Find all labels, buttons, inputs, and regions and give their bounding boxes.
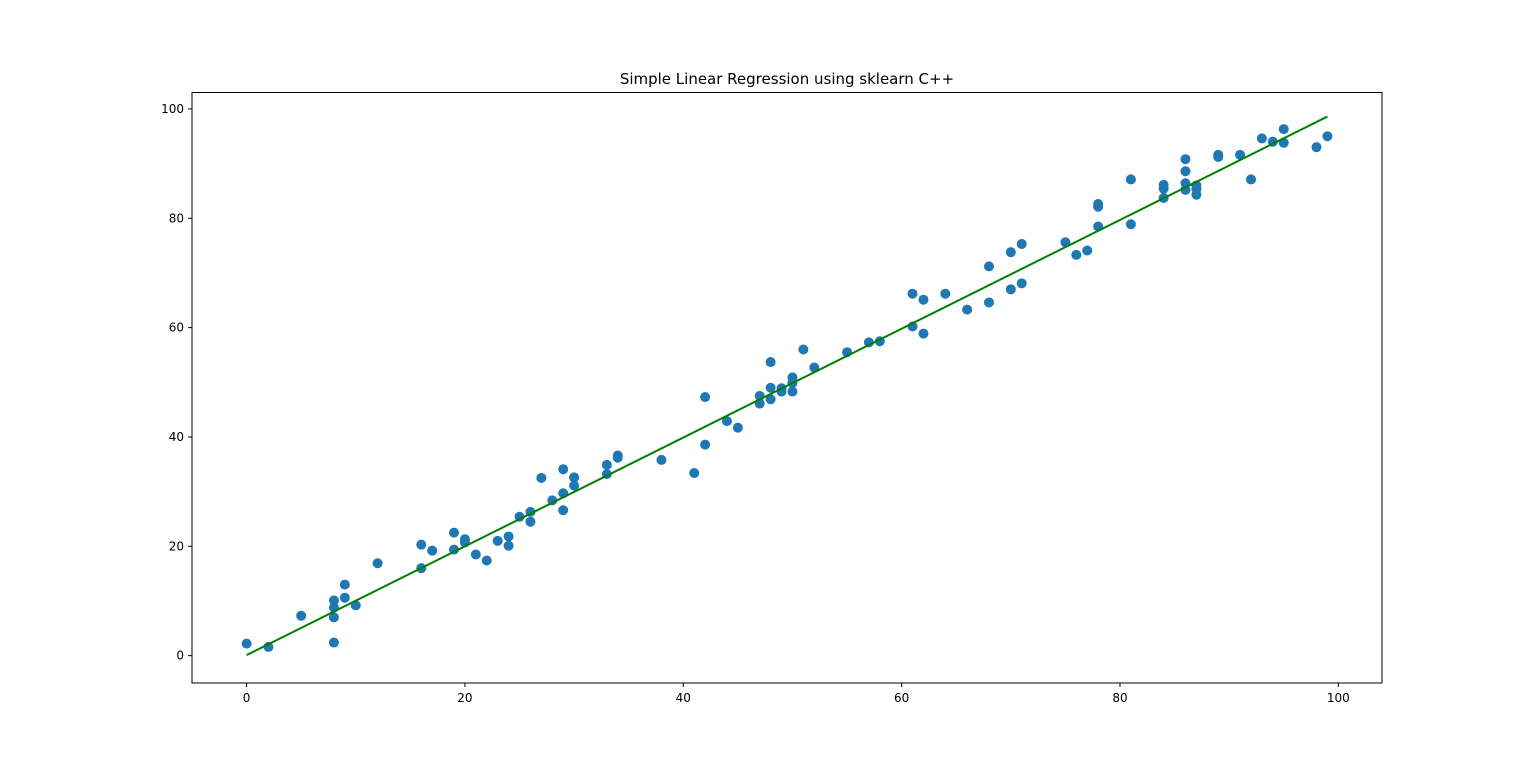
scatter-point [1278,124,1289,135]
scatter-point [612,452,623,463]
scatter-point [427,545,438,556]
scatter-point [416,539,427,550]
scatter-point [449,527,460,538]
scatter-point [907,288,918,299]
scatter-point [700,439,711,450]
scatter-point [569,472,580,483]
scatter-point [765,382,776,393]
scatter-point [1235,149,1246,160]
scatter-point [1180,184,1191,195]
scatter-point [339,579,350,590]
x-axis: 0 20 40 60 80 100 [243,683,1350,705]
scatter-point [328,612,339,623]
scatter-point [765,357,776,368]
chart-title: Simple Linear Regression using sklearn C… [620,70,954,88]
scatter-point [721,416,732,427]
scatter-point [525,516,536,527]
scatter-point [470,549,481,560]
scatter-point [1256,133,1267,144]
scatter-point [732,422,743,433]
scatter-point [1005,247,1016,258]
scatter-point [918,328,929,339]
scatter-point [241,638,252,649]
scatter-point [1213,152,1224,163]
scatter-point [536,472,547,483]
scatter-point [1071,249,1082,260]
scatter-point [558,505,569,516]
y-tick-label: 40 [169,430,184,444]
x-tick-label: 60 [894,691,909,705]
scatter-point [1180,166,1191,177]
scatter-point [328,637,339,648]
scatter-point [1082,245,1093,256]
scatter-point [372,558,383,569]
scatter-point [296,610,307,621]
scatter-point [481,555,492,566]
x-tick-label: 0 [243,691,251,705]
scatter-point [1245,174,1256,185]
scatter-point [983,261,994,272]
y-tick-label: 20 [169,539,184,553]
scatter-point [656,454,667,465]
plot-frame [191,92,1383,684]
scatter-point [569,480,580,491]
scatter-point [1158,183,1169,194]
scatter-point [1005,284,1016,295]
scatter-point [918,294,929,305]
y-tick-label: 60 [169,321,184,335]
scatter-point [339,592,350,603]
scatter-point [1322,131,1333,142]
scatter-point [1016,238,1027,249]
x-tick-label: 40 [676,691,691,705]
scatter-point [492,535,503,546]
scatter-point [1093,201,1104,212]
scatter-point [962,304,973,315]
y-tick-label: 0 [176,649,184,663]
x-tick-label: 80 [1112,691,1127,705]
scatter-points [241,124,1333,652]
scatter-point [787,386,798,397]
scatter-point [1125,219,1136,230]
scatter-point [1125,174,1136,185]
scatter-point [328,595,339,606]
scatter-point [1191,189,1202,200]
scatter-point [798,344,809,355]
scatter-point [765,394,776,405]
scatter-point [547,495,558,506]
regression-line-layer [246,115,1328,657]
scatter-point [1311,142,1322,153]
scatter-point [601,459,612,470]
y-tick-label: 80 [169,211,184,225]
scatter-point [700,392,711,403]
y-tick-label: 100 [161,102,184,116]
scatter-point [1016,278,1027,289]
y-axis: 0 20 40 60 80 100 [161,102,192,663]
scatter-point [1180,154,1191,165]
scatter-point [689,468,700,479]
scatter-point [983,297,994,308]
x-tick-label: 20 [457,691,472,705]
scatter-point [940,288,951,299]
x-tick-label: 100 [1327,691,1350,705]
scatter-point [503,540,514,551]
regression-line [246,115,1328,657]
scatter-point [558,464,569,475]
scatter-point [503,531,514,542]
